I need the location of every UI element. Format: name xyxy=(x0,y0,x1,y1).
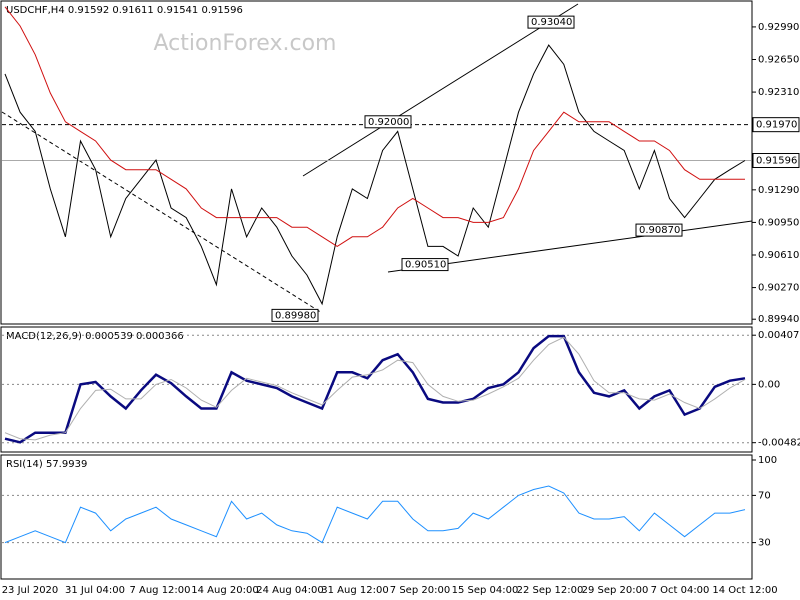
x-tick-label: 31 Jul 04:00 xyxy=(65,585,125,596)
x-tick-label: 31 Aug 12:00 xyxy=(321,585,388,596)
annotation-label: 0.89980 xyxy=(275,310,316,321)
x-tick-label: 15 Sep 04:00 xyxy=(452,585,519,596)
series-line xyxy=(4,44,746,306)
y-tick-label: 0.89940 xyxy=(758,314,799,325)
panel-title: RSI(14) 57.9939 xyxy=(6,459,87,470)
y-tick-label: 0.92990 xyxy=(758,22,799,33)
y-tick-label: 70 xyxy=(758,490,771,501)
price-label: 0.91596 xyxy=(756,156,797,167)
y-tick-label: 0.91290 xyxy=(758,185,799,196)
y-tick-label: 0.90270 xyxy=(758,283,799,294)
trendline xyxy=(302,3,579,177)
x-tick-label: 14 Oct 12:00 xyxy=(712,585,777,596)
y-tick-label: 100 xyxy=(758,455,777,466)
x-tick-label: 7 Aug 12:00 xyxy=(129,585,190,596)
x-tick-label: 14 Aug 20:00 xyxy=(191,585,258,596)
y-tick-label: -0.004829 xyxy=(758,438,800,449)
label-box xyxy=(752,153,800,169)
annotation-label: 0.92000 xyxy=(368,117,409,128)
chart-title: USDCHF,H4 0.91592 0.91611 0.91541 0.9159… xyxy=(6,5,243,16)
level-label: 0.91970 xyxy=(756,120,797,131)
x-tick-label: 7 Sep 20:00 xyxy=(390,585,450,596)
y-tick-label: 0.90950 xyxy=(758,217,799,228)
annotation-label: 0.90870 xyxy=(639,225,680,236)
label-box xyxy=(271,308,319,322)
y-tick-label: 30 xyxy=(758,538,771,549)
y-tick-label: 0.00 xyxy=(758,379,780,390)
x-tick-label: 23 Jul 2020 xyxy=(2,585,59,596)
x-tick-label: 7 Oct 04:00 xyxy=(651,585,710,596)
rsi-panel xyxy=(0,454,753,580)
y-tick-label: 0.004071 xyxy=(758,330,800,341)
watermark: ActionForex.com xyxy=(154,31,337,56)
label-box xyxy=(752,117,800,133)
label-box xyxy=(364,115,412,129)
x-tick-label: 24 Aug 04:00 xyxy=(256,585,323,596)
price-panel xyxy=(0,0,753,325)
label-box xyxy=(527,15,575,29)
x-tick-label: 22 Sep 12:00 xyxy=(517,585,584,596)
y-tick-label: 0.92310 xyxy=(758,87,799,98)
macd-panel xyxy=(0,326,753,453)
x-tick-label: 29 Sep 20:00 xyxy=(582,585,649,596)
annotation-label: 0.93040 xyxy=(531,17,572,28)
label-box xyxy=(401,258,449,272)
y-tick-label: 0.90610 xyxy=(758,250,799,261)
label-box xyxy=(635,223,683,237)
series-line xyxy=(4,485,746,544)
annotation-label: 0.90510 xyxy=(405,260,446,271)
y-tick-label: 0.92650 xyxy=(758,55,799,66)
series-line xyxy=(4,334,746,444)
panel-title: MACD(12,26,9) 0.000539 0.000366 xyxy=(6,331,184,342)
series-line xyxy=(4,6,745,247)
series-line xyxy=(4,336,746,441)
trendline xyxy=(387,220,753,273)
